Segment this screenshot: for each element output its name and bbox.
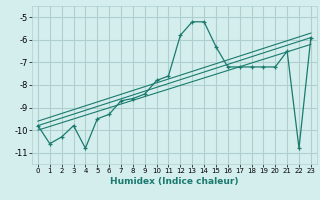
X-axis label: Humidex (Indice chaleur): Humidex (Indice chaleur) <box>110 177 239 186</box>
